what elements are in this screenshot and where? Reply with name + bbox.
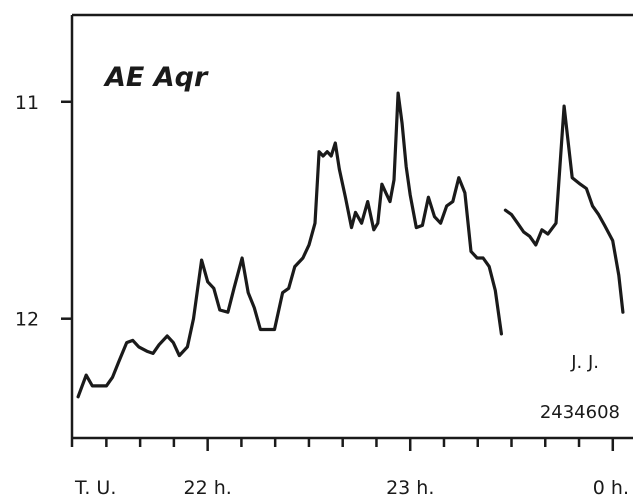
- x-tick-label: 0 h.: [593, 477, 629, 499]
- annotation-jj: J. J.: [570, 352, 599, 373]
- x-tick-label: 23 h.: [386, 477, 434, 499]
- light-curve-segment-1: [76, 91, 503, 399]
- chart-title: AE Aqr: [103, 62, 209, 93]
- y-tick-label: 12: [15, 309, 39, 331]
- plot-frame-group: [70, 13, 633, 440]
- x-axis-ticks: [70, 438, 615, 451]
- series-group: [76, 91, 625, 399]
- light-curve-segment-2: [503, 104, 625, 314]
- x-axis-labels: T. U. 22 h. 23 h. 0 h.: [74, 477, 629, 499]
- y-tick-label: 11: [15, 92, 39, 114]
- y-axis-ticks: [61, 100, 72, 320]
- y-axis-labels: 11 12: [15, 92, 39, 331]
- annotation-julian-date: 2434608: [540, 402, 620, 423]
- x-tick-label: T. U.: [74, 477, 116, 499]
- x-tick-label: 22 h.: [184, 477, 232, 499]
